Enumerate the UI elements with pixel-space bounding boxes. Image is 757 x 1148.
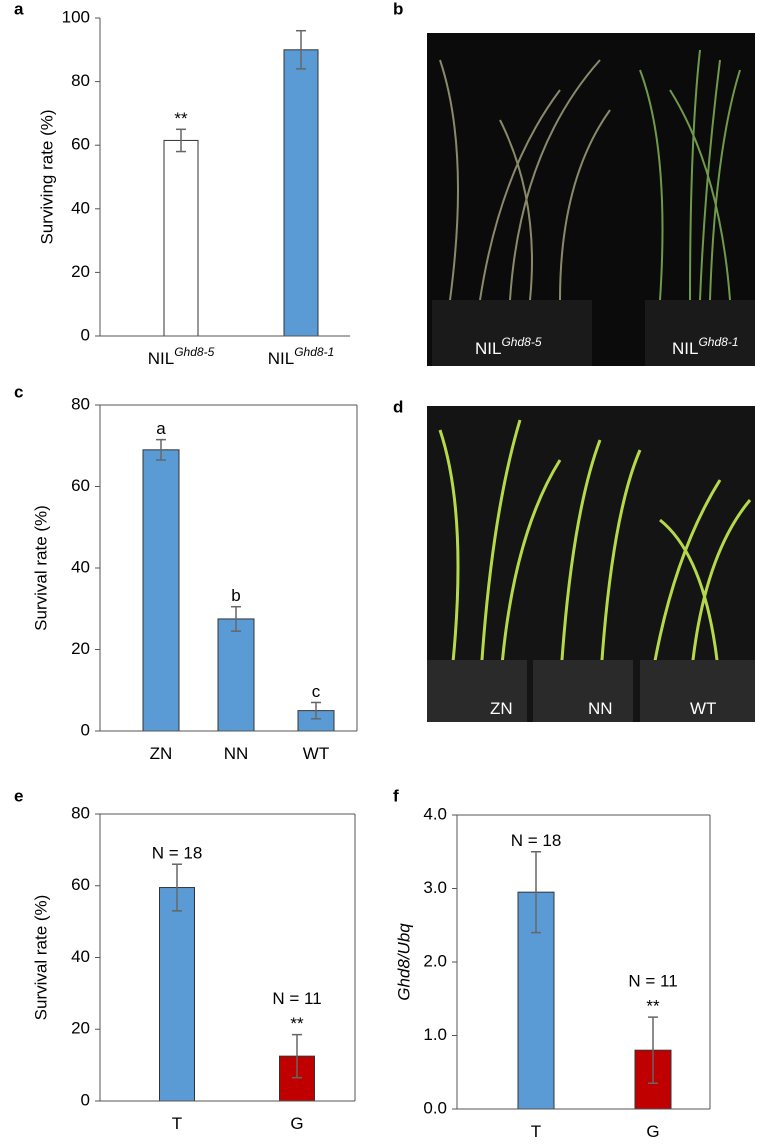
photo-label: NILGhd8-1 <box>672 335 739 358</box>
bar <box>283 49 319 337</box>
x-tick-label: ZN <box>150 744 173 763</box>
y-axis-label: Survival rate (%) <box>31 505 50 631</box>
category: NIL <box>148 349 174 368</box>
x-tick-label: G <box>646 1122 659 1141</box>
photo-label-text: WT <box>690 699 716 718</box>
y-tick-label: 40 <box>71 198 90 217</box>
bar-annotation: N = 18 <box>511 831 562 850</box>
error-bar <box>231 605 241 632</box>
category: ZN <box>150 744 173 763</box>
bar <box>217 618 255 732</box>
y-tick-label: 100 <box>62 7 90 26</box>
bar-annotation: N = 18 <box>152 844 203 863</box>
error-bar <box>292 1033 302 1079</box>
bar-annotation: ** <box>174 109 188 128</box>
error-bar <box>176 128 186 153</box>
bar <box>163 139 199 337</box>
photo-label: NILGhd8-5 <box>475 335 542 358</box>
x-tick-label: NN <box>224 744 249 763</box>
category: T <box>172 1114 182 1133</box>
bar-annotation: ** <box>646 997 660 1016</box>
category: G <box>646 1122 659 1141</box>
x-tick-label: WT <box>303 744 329 763</box>
y-tick-label: 0 <box>81 325 90 344</box>
category: WT <box>303 744 329 763</box>
y-tick-label: 80 <box>71 394 90 413</box>
error-bar <box>156 438 166 461</box>
y-axis-label: Ghd8/Ubq <box>394 923 413 1001</box>
photo-label-sup: Ghd8-1 <box>698 335 738 349</box>
x-tick-label: T <box>172 1114 182 1133</box>
bar <box>142 449 180 732</box>
panel-label: d <box>393 397 403 416</box>
photo-label: WT <box>690 699 716 718</box>
panel-label: b <box>393 0 403 18</box>
panel-label: f <box>393 786 399 805</box>
photo-label-text: NIL <box>672 339 698 358</box>
panel-label: e <box>14 786 23 805</box>
plants-d <box>427 419 755 722</box>
bar-annotation: N = 11 <box>628 972 677 991</box>
bar-annotation: c <box>312 682 321 701</box>
y-tick-label: 40 <box>71 557 90 576</box>
photo-label-text: NN <box>588 699 613 718</box>
bar-annotation: b <box>231 586 240 605</box>
category-sup: Ghd8-5 <box>174 345 214 359</box>
photo-label: NN <box>588 699 613 718</box>
y-tick-label: 1.0 <box>423 1025 447 1044</box>
y-tick-label: 20 <box>71 1019 90 1038</box>
plants-b <box>432 49 755 366</box>
photo-label-text: ZN <box>490 699 513 718</box>
error-bar <box>296 29 306 70</box>
y-tick-label: 80 <box>71 803 90 822</box>
y-tick-label: 4.0 <box>423 804 447 823</box>
bar-annotation: a <box>156 419 166 438</box>
photo-label-sup: Ghd8-5 <box>501 335 541 349</box>
y-tick-label: 80 <box>71 71 90 90</box>
category-sup: Ghd8-1 <box>294 345 334 359</box>
x-tick-label: NILGhd8-5 <box>148 345 215 368</box>
x-tick-label: T <box>531 1122 541 1141</box>
y-tick-label: 20 <box>71 262 90 281</box>
y-tick-label: 2.0 <box>423 951 447 970</box>
photo-label-text: NIL <box>475 339 501 358</box>
category: NN <box>224 744 249 763</box>
y-tick-label: 60 <box>71 476 90 495</box>
y-tick-label: 0 <box>81 1090 90 1109</box>
y-axis-label: Surviving rate (%) <box>37 109 56 244</box>
y-tick-label: 3.0 <box>423 878 447 897</box>
panel-label: c <box>14 382 23 401</box>
y-tick-label: 60 <box>71 135 90 154</box>
category: G <box>290 1114 303 1133</box>
error-bar <box>311 701 321 720</box>
bar-annotation: ** <box>290 1014 304 1033</box>
panel-label: a <box>14 0 24 18</box>
error-bar <box>531 851 541 934</box>
x-tick-label: G <box>290 1114 303 1133</box>
error-bar <box>172 863 182 912</box>
x-tick-label: NILGhd8-1 <box>268 345 335 368</box>
photo-label: ZN <box>490 699 513 718</box>
y-axis-label: Survival rate (%) <box>31 895 50 1021</box>
error-bar <box>648 1016 658 1085</box>
y-tick-label: 20 <box>71 639 90 658</box>
bar <box>159 887 195 1102</box>
y-tick-label: 40 <box>71 947 90 966</box>
category: NIL <box>268 349 294 368</box>
category: T <box>531 1122 541 1141</box>
y-tick-label: 0.0 <box>423 1098 447 1117</box>
bar-annotation: N = 11 <box>272 989 321 1008</box>
y-tick-label: 60 <box>71 875 90 894</box>
y-tick-label: 0 <box>81 720 90 739</box>
